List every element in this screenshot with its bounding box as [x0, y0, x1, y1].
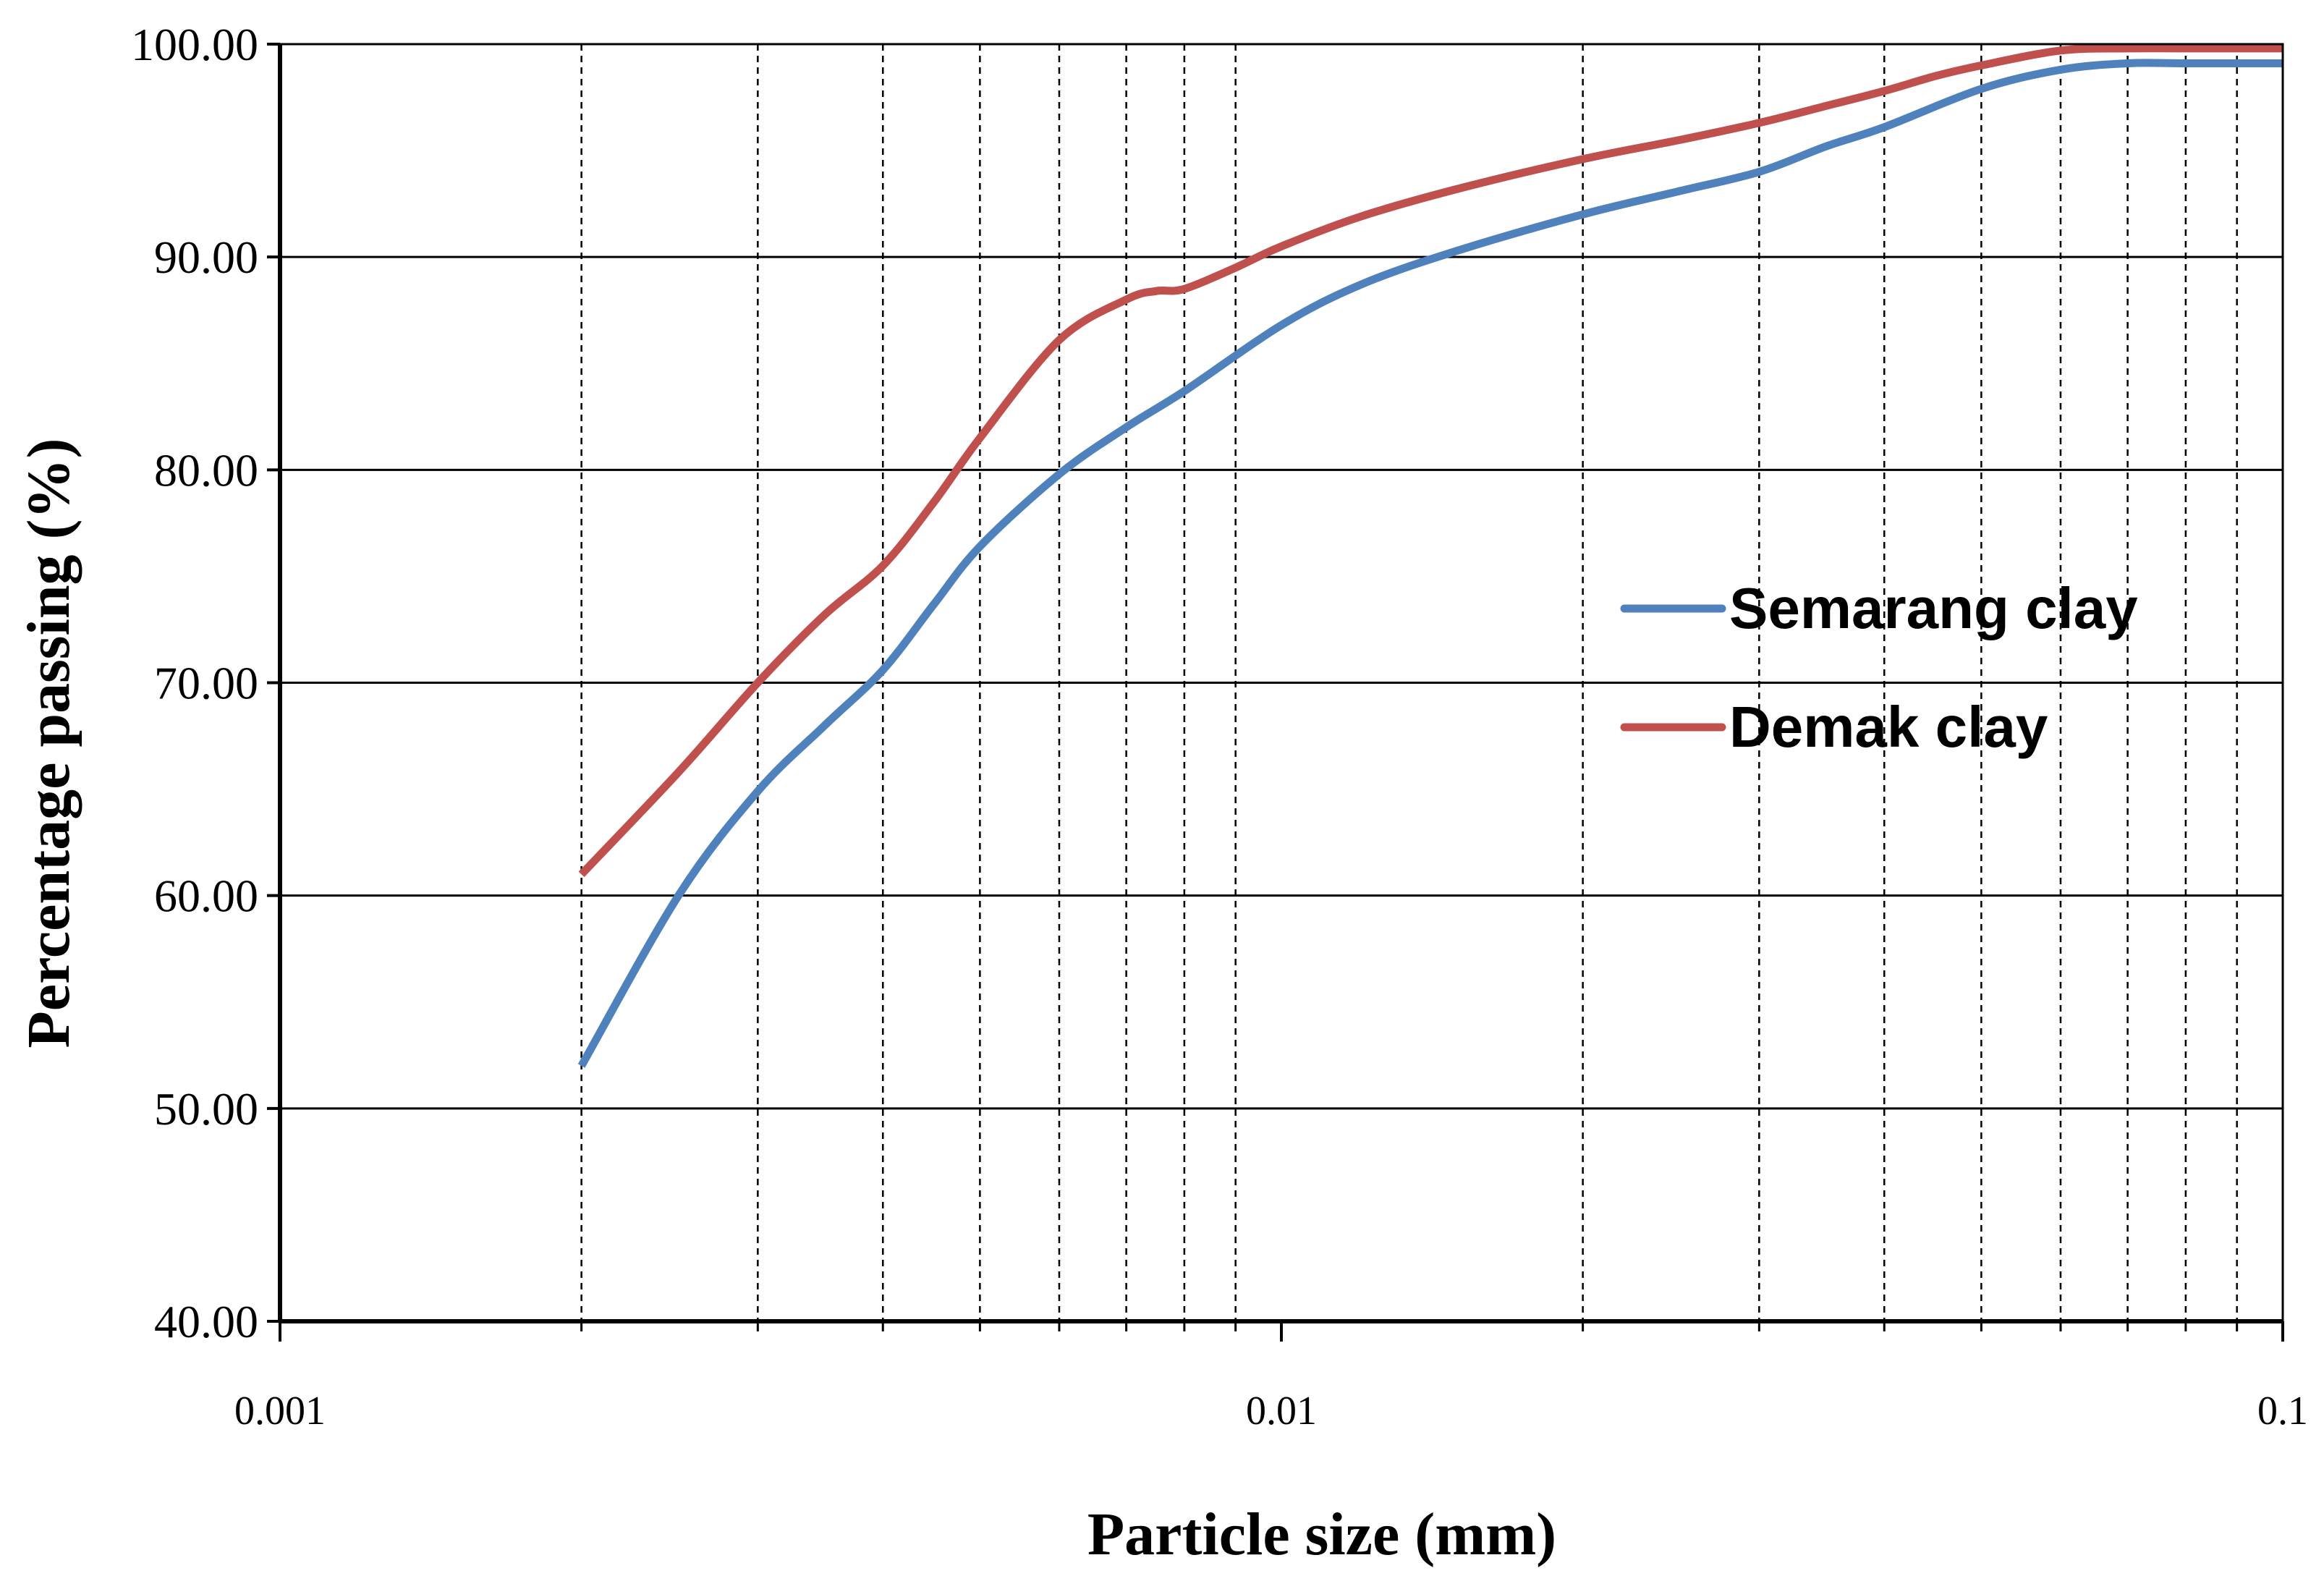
series-line-semarang-clay [577, 59, 2283, 1068]
y-tick-label: 60.00 [154, 870, 258, 922]
grid [280, 43, 2283, 1321]
y-tick-label: 80.00 [154, 444, 258, 496]
series-line-demak-clay [578, 44, 2283, 878]
y-tick-label: 50.00 [154, 1083, 258, 1135]
legend-label-semarang-clay: Semarang clay [1729, 576, 2138, 640]
y-tick-label: 90.00 [154, 232, 258, 283]
x-axis-label: Particle size (mm) [1087, 1501, 1556, 1568]
axes [267, 43, 2284, 1342]
x-tick-label: 0.01 [1246, 1389, 1317, 1433]
y-axis-label: Percentage passing (%) [15, 439, 82, 1048]
y-tick-label: 70.00 [154, 658, 258, 709]
tick-labels: 40.00 50.00 60.00 70.00 80.00 90.00 100.00 0.00… [131, 19, 2308, 1433]
y-tick-label: 40.00 [154, 1296, 258, 1347]
series-lines [577, 44, 2283, 1068]
y-tick-label: 100.00 [131, 19, 258, 70]
legend-label-demak-clay: Demak clay [1729, 695, 2048, 759]
legend: Semarang clay Demak clay [1620, 576, 2138, 759]
x-tick-label: 0.1 [2257, 1389, 2308, 1433]
x-tick-label: 0.001 [234, 1389, 326, 1433]
